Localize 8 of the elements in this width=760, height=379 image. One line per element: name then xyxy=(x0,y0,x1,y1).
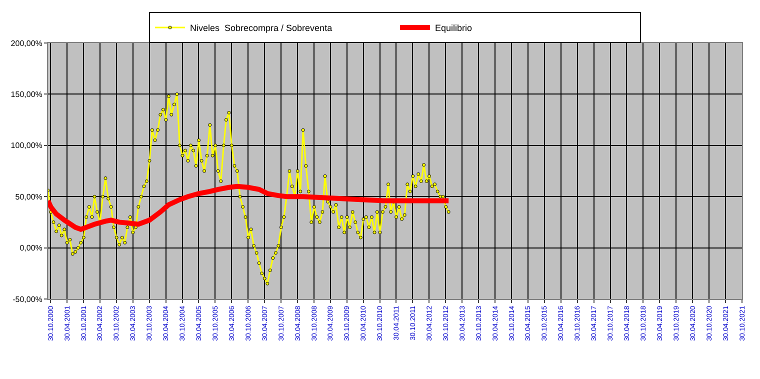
y-tick-label: 50,00% xyxy=(15,192,42,202)
y-tick-label: 200,00% xyxy=(10,38,42,48)
y-tick-label: 150,00% xyxy=(10,90,42,99)
legend-label: Niveles Sobrecompra / Sobreventa xyxy=(190,23,332,34)
y-tick-label: 0,00% xyxy=(20,244,42,253)
y-tick-label: -50,00% xyxy=(12,294,42,304)
legend-label: Equilibrio xyxy=(435,23,472,34)
y-tick-label: 100,00% xyxy=(10,141,42,150)
